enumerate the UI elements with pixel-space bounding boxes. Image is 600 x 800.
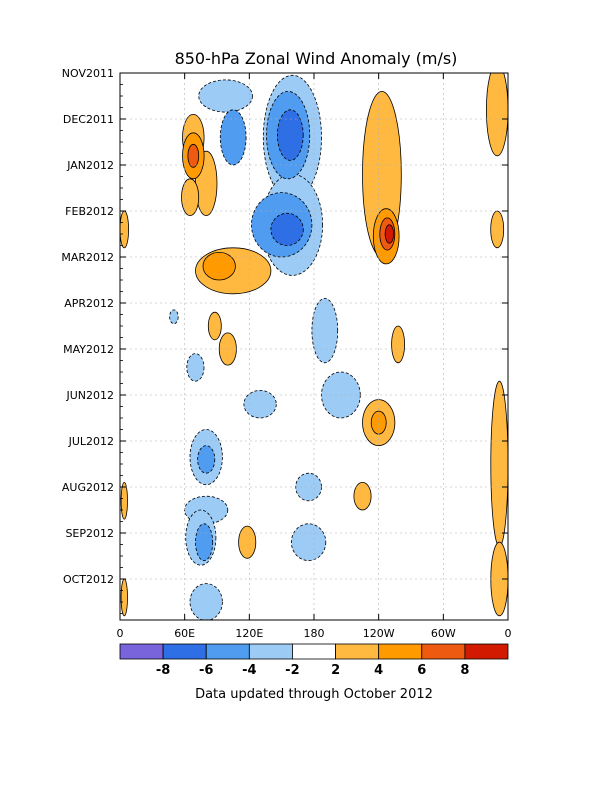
x-tick-label: 0 [117, 627, 124, 640]
y-tick-label: MAR2012 [61, 251, 114, 264]
anomaly-feature [270, 212, 304, 246]
anomaly-feature [384, 224, 395, 244]
y-tick-label: FEB2012 [65, 205, 114, 218]
anomaly-feature [197, 445, 216, 474]
x-tick-label: 180 [304, 627, 325, 640]
footer-note: Data updated through October 2012 [195, 687, 433, 702]
y-tick-label: APR2012 [64, 297, 114, 310]
anomaly-feature [195, 523, 214, 561]
colorbar-swatch [421, 643, 466, 660]
anomaly-feature [120, 578, 128, 617]
anomaly-feature [276, 109, 304, 161]
anomaly-feature [311, 297, 339, 364]
colorbar-swatch [292, 643, 336, 660]
y-tick-label: AUG2012 [62, 481, 114, 494]
x-axis: 0 60E 120E 180 120W 60W 0 [117, 73, 512, 640]
anomaly-feature [120, 210, 129, 249]
y-tick-label: NOV2011 [62, 67, 114, 80]
colorbar-swatch [378, 643, 423, 660]
anomaly-fields [120, 73, 508, 620]
colorbar-swatch [205, 643, 250, 660]
y-axis: NOV2011 DEC2011 JAN2012 FEB2012 MAR2012 APR20… [61, 67, 508, 614]
y-tick-label: SEP2012 [65, 527, 114, 540]
anomaly-feature [219, 109, 247, 166]
y-tick-label: JUN2012 [65, 389, 114, 402]
colorbar-swatch [335, 643, 380, 660]
anomaly-feature [391, 325, 406, 364]
anomaly-feature [186, 353, 205, 382]
y-tick-label: MAY2012 [63, 343, 114, 356]
y-tick-label: JUL2012 [68, 435, 114, 448]
colorbar-tick-label: -8 [156, 663, 170, 678]
anomaly-feature [202, 252, 236, 281]
x-tick-label: 120W [363, 627, 395, 640]
anomaly-feature [290, 523, 327, 561]
x-tick-label: 60E [174, 627, 195, 640]
plot-area [120, 73, 508, 620]
anomaly-feature [490, 210, 505, 249]
colorbar-tick-label: -6 [199, 663, 213, 678]
anomaly-feature [486, 73, 508, 157]
colorbar-swatch [119, 643, 164, 660]
grid-lines [120, 73, 508, 620]
anomaly-feature [243, 390, 277, 419]
x-tick-label: 120E [235, 627, 263, 640]
anomaly-feature [490, 380, 508, 548]
anomaly-feature [238, 525, 257, 559]
colorbar-tick-label: 6 [417, 663, 426, 678]
colorbar: -8 -6 -4 -2 2 4 6 8 [119, 643, 509, 678]
x-tick-label: 60W [431, 627, 456, 640]
colorbar-tick-label: 8 [460, 663, 469, 678]
y-tick-label: OCT2012 [63, 573, 114, 586]
x-tick-label: 0 [505, 627, 512, 640]
y-tick-label: DEC2011 [63, 113, 114, 126]
chart-title: 850-hPa Zonal Wind Anomaly (m/s) [175, 49, 458, 68]
anomaly-feature [207, 311, 222, 341]
y-tick-label: JAN2012 [66, 159, 114, 172]
anomaly-feature [120, 481, 128, 520]
anomaly-feature [198, 79, 253, 113]
anomaly-feature [295, 472, 322, 502]
colorbar-swatch [162, 643, 207, 660]
colorbar-tick-label: 2 [331, 663, 340, 678]
anomaly-feature [181, 178, 200, 217]
colorbar-tick-label: 4 [374, 663, 383, 678]
anomaly-feature [169, 309, 179, 325]
anomaly-feature [187, 143, 200, 168]
anomaly-feature [353, 482, 372, 511]
anomaly-feature [189, 583, 223, 620]
colorbar-swatch [248, 643, 293, 660]
colorbar-tick-label: -4 [242, 663, 256, 678]
colorbar-swatch [464, 643, 509, 660]
colorbar-tick-label: -2 [285, 663, 299, 678]
